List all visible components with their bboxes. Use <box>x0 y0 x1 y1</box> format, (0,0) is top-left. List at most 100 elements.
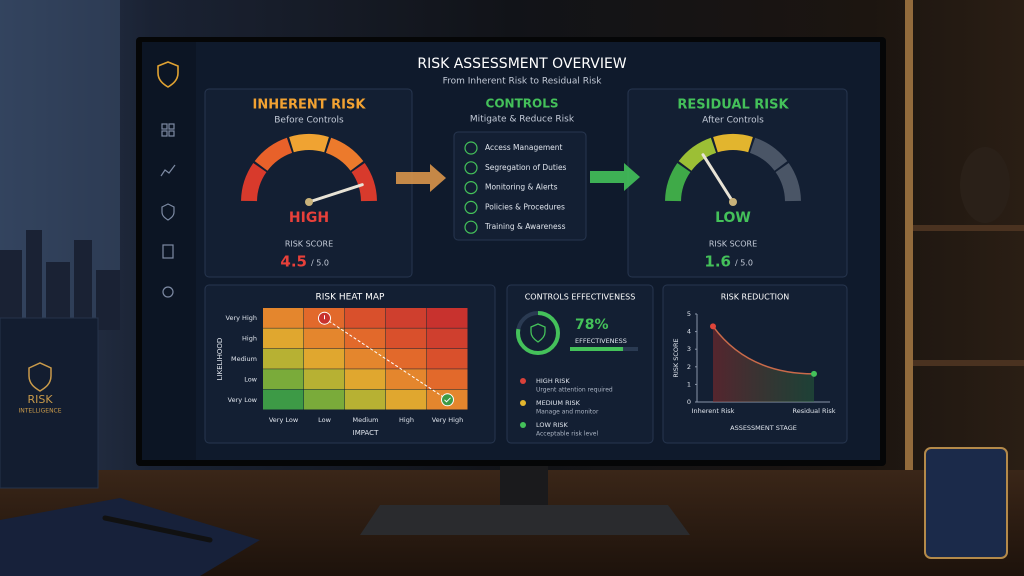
gauge-segment <box>665 162 691 202</box>
column-label: High <box>399 416 414 424</box>
gauge-segment <box>351 162 377 202</box>
point <box>811 370 817 377</box>
heat-cell <box>304 389 345 410</box>
shelf-light <box>905 0 913 470</box>
heat-cell <box>345 348 386 369</box>
book <box>0 317 99 489</box>
risk-score: 1.6 <box>704 253 731 271</box>
logo <box>157 61 179 88</box>
heat-cell <box>263 308 304 328</box>
x-tick-label: Residual Risk <box>793 407 836 415</box>
monitor-neck <box>500 464 548 506</box>
vase <box>960 147 1010 223</box>
x-tick-label: Inherent Risk <box>692 407 735 415</box>
gauge-segment <box>254 137 293 171</box>
risk-level: HIGH <box>289 210 329 226</box>
score-label: RISK SCORE <box>285 240 333 249</box>
row-label: High <box>242 335 257 343</box>
book-logo <box>28 362 52 392</box>
panel-subtitle: Before Controls <box>274 116 344 126</box>
risk-level: LOW <box>715 210 751 226</box>
heat-cell <box>427 369 468 390</box>
heat-cell <box>263 389 304 410</box>
gauge-segment <box>241 162 267 202</box>
inherent-panel: INHERENT RISK Before Controls HIGH RISK SCO… <box>241 98 377 271</box>
residual-marker <box>441 393 454 407</box>
score-max: / 5.0 <box>311 259 329 268</box>
heat-cell <box>386 348 427 369</box>
dashboard-subtitle: From Inherent Risk to Residual Risk <box>443 77 603 87</box>
heat-cell <box>386 328 427 349</box>
line <box>712 325 815 375</box>
legend-note: Urgent attention required <box>536 387 613 394</box>
heat-cell <box>304 369 345 390</box>
heat-cell <box>386 389 427 410</box>
shelf <box>913 225 1024 231</box>
control-item: Policies & Procedures <box>485 202 565 211</box>
gauge-segment <box>678 137 717 171</box>
control-icon <box>464 220 478 234</box>
panel-title: RESIDUAL RISK <box>677 98 789 113</box>
dashboard-title: RISK ASSESSMENT OVERVIEW <box>417 56 626 72</box>
heat-cell <box>345 369 386 390</box>
heat-cell <box>304 348 345 369</box>
column-label: Medium <box>353 416 379 424</box>
sidebar <box>142 42 196 460</box>
control-icon <box>464 161 478 175</box>
shelf <box>913 360 1024 366</box>
row-label: Very Low <box>228 396 258 404</box>
panel-title: CONTROLS <box>486 97 559 111</box>
heat-cell <box>386 308 427 328</box>
legend-note: Acceptable risk level <box>536 431 598 438</box>
gauge-segment <box>289 133 329 153</box>
heat-cell <box>263 328 304 349</box>
gauge-segment <box>325 137 364 171</box>
row-label: Medium <box>231 355 257 363</box>
heat-cell <box>427 348 468 369</box>
column-label: Very High <box>432 416 463 424</box>
monitor-base <box>360 505 690 535</box>
bar-value <box>570 347 624 351</box>
row-label: Very High <box>226 314 257 322</box>
effectiveness-panel: CONTROLS EFFECTIVENESS 78% EFFECTIVENESS HI… <box>516 293 638 438</box>
row-label: Low <box>244 375 257 383</box>
legend-title: LOW RISK <box>536 421 569 429</box>
legend-dot <box>520 378 526 384</box>
column-label: Very Low <box>269 416 299 424</box>
control-item: Monitoring & Alerts <box>485 183 558 192</box>
panel-title: RISK HEAT MAP <box>315 293 385 303</box>
gauge-segment <box>713 134 753 153</box>
controls-panel: CONTROLS Mitigate & Reduce Risk Access Man… <box>464 97 575 234</box>
legend-note: Manage and monitor <box>536 409 599 416</box>
point <box>710 323 716 330</box>
book-title: RISK <box>27 393 53 406</box>
mug <box>924 447 1008 559</box>
chart-title: RISK REDUCTION <box>721 293 790 302</box>
heat-map: RISK HEAT MAP Very High High Medium Low Very … <box>216 293 468 437</box>
x-axis-label: ASSESSMENT STAGE <box>730 424 797 432</box>
score-label: RISK SCORE <box>709 240 757 249</box>
y-tick-label: 5 <box>687 310 691 318</box>
y-tick-label: 1 <box>687 380 691 388</box>
y-tick-label: 2 <box>687 363 691 371</box>
heat-cell <box>345 308 386 328</box>
gauge-hub <box>305 198 313 206</box>
control-icon <box>464 200 478 214</box>
risk-reduction-chart: RISK REDUCTION 0 1 2 3 4 5 Inherent Risk Residua… <box>672 293 836 433</box>
y-tick-label: 4 <box>687 328 691 336</box>
control-item: Segregation of Duties <box>485 163 567 172</box>
heat-cell <box>263 369 304 390</box>
panel-subtitle: After Controls <box>702 116 764 126</box>
heat-cell <box>427 328 468 349</box>
heat-cell <box>345 389 386 410</box>
panel-title: CONTROLS EFFECTIVENESS <box>525 293 636 302</box>
control-icon <box>464 181 478 195</box>
heat-cell <box>263 348 304 369</box>
gauge-needle <box>701 153 735 204</box>
gauge-segment <box>749 137 788 171</box>
heat-cell <box>386 369 427 390</box>
effectiveness-label: EFFECTIVENESS <box>575 337 627 345</box>
heat-cell <box>345 328 386 349</box>
gauge-needle <box>307 183 364 204</box>
